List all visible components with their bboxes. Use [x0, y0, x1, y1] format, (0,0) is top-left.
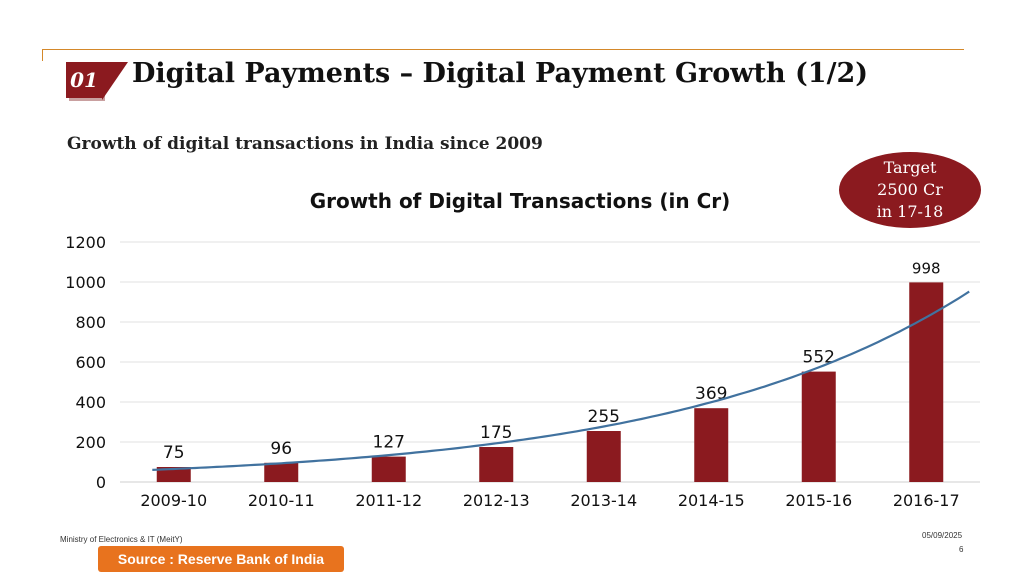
top-rule	[42, 49, 964, 50]
target-callout: Target 2500 Cr in 17-18	[839, 152, 981, 228]
data-label: 127	[373, 433, 405, 453]
target-callout-line1: Target	[883, 158, 937, 177]
top-rule-tick	[42, 49, 43, 61]
gridlines	[120, 241, 980, 483]
x-tick-label: 2016-17	[893, 491, 960, 510]
bar-chart: Growth of Digital Transactions (in Cr) 0…	[65, 189, 980, 510]
x-tick-label: 2013-14	[570, 491, 637, 510]
page-subtitle: Growth of digital transactions in India …	[67, 134, 543, 154]
y-tick-label: 0	[96, 473, 106, 492]
x-axis-ticks: 2009-10 2010-11 2011-12 2012-13 2013-14 2014-…	[140, 491, 959, 510]
bar	[264, 462, 299, 482]
data-label: 96	[270, 439, 292, 459]
x-tick-label: 2015-16	[785, 491, 852, 510]
x-tick-label: 2014-15	[678, 491, 745, 510]
y-tick-label: 1000	[65, 273, 106, 292]
footer-page-number: 6	[959, 545, 964, 554]
data-label: 998	[912, 259, 941, 277]
data-label: 175	[480, 423, 512, 443]
bar	[801, 371, 836, 482]
x-tick-label: 2009-10	[140, 491, 207, 510]
trendline	[152, 290, 970, 471]
y-tick-label: 400	[75, 393, 106, 412]
x-tick-label: 2011-12	[355, 491, 422, 510]
y-axis-ticks: 0 200 400 600 800 1000 1200	[65, 233, 106, 492]
footer-org: Ministry of Electronics & IT (MeitY)	[60, 535, 183, 544]
bars	[156, 282, 944, 482]
target-callout-line3: in 17-18	[876, 202, 944, 221]
chart-title: Growth of Digital Transactions (in Cr)	[310, 189, 731, 213]
bar	[156, 467, 191, 482]
y-tick-label: 200	[75, 433, 106, 452]
slide-number: 01	[70, 68, 98, 92]
bar	[694, 408, 729, 482]
data-label: 75	[163, 443, 185, 463]
x-tick-label: 2010-11	[248, 491, 315, 510]
data-label: 552	[803, 348, 835, 368]
y-tick-label: 600	[75, 353, 106, 372]
bar	[909, 282, 944, 482]
badge-flag	[102, 62, 128, 100]
slide-number-badge: 01	[66, 62, 102, 98]
source-label: Source : Reserve Bank of India	[117, 551, 325, 567]
trendline-curve	[152, 290, 970, 471]
source-box: Source : Reserve Bank of India	[98, 546, 344, 572]
target-callout-line2: 2500 Cr	[877, 180, 943, 199]
footer-date: 05/09/2025	[922, 531, 963, 540]
bar	[479, 447, 514, 482]
y-tick-label: 1200	[65, 233, 106, 252]
data-label: 255	[588, 407, 620, 427]
x-tick-label: 2012-13	[463, 491, 530, 510]
page-title: Digital Payments – Digital Payment Growt…	[132, 58, 869, 89]
bar	[371, 456, 406, 482]
y-tick-label: 800	[75, 313, 106, 332]
bar	[586, 431, 621, 482]
